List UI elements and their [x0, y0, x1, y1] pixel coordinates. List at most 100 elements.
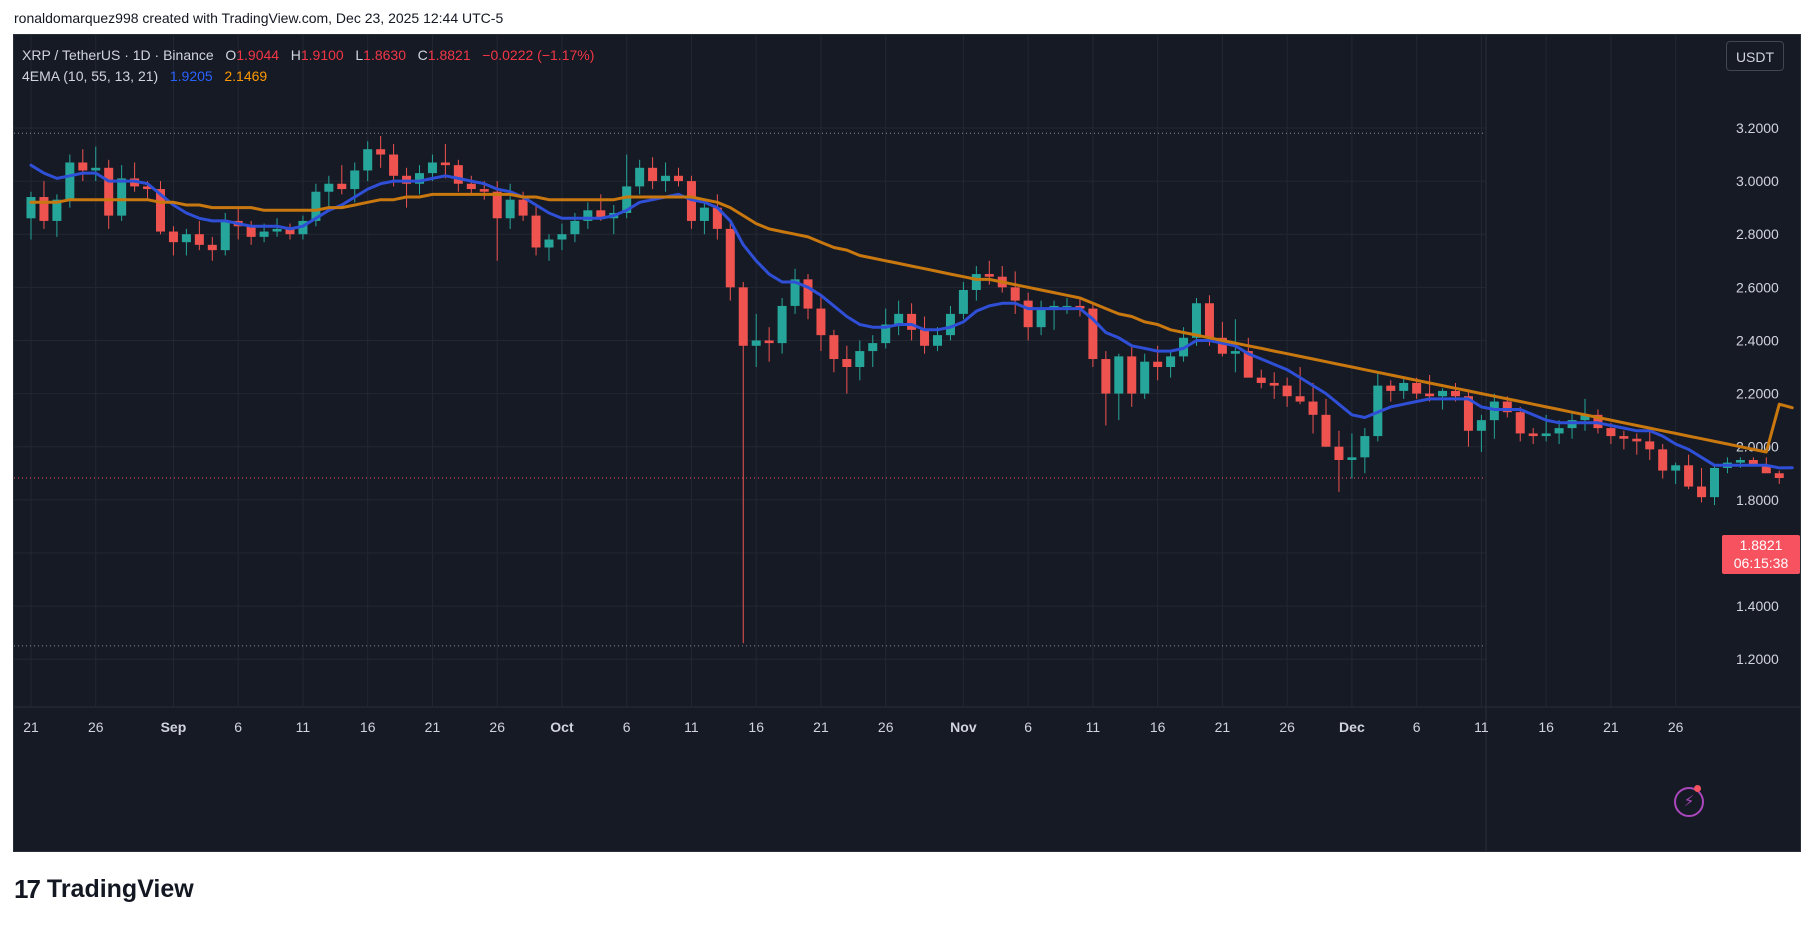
notification-dot-icon	[1694, 785, 1701, 792]
ema-fast-line	[29, 163, 1794, 470]
time-axis-label: 11	[1086, 719, 1101, 735]
legend-high-label: H	[290, 47, 301, 63]
candle-body	[725, 228, 735, 288]
candle-body	[376, 149, 386, 155]
candle-body	[764, 340, 774, 344]
time-axis-label: 11	[1474, 719, 1489, 735]
candle-body	[1321, 414, 1331, 447]
time-axis-label: 6	[1024, 719, 1032, 735]
candle-body	[1269, 382, 1279, 386]
candle-body	[622, 186, 632, 213]
time-axis-label: 16	[360, 719, 376, 735]
legend-high-value: 1.9100	[300, 47, 344, 63]
candle-body	[531, 215, 541, 248]
candle-body	[220, 220, 230, 251]
candle-body	[816, 308, 826, 336]
candle-body	[440, 162, 450, 166]
candle-body	[52, 199, 62, 221]
candle-body	[39, 197, 49, 221]
candle-body	[1735, 459, 1745, 463]
candle-body	[78, 162, 88, 171]
candle-body	[1192, 303, 1201, 338]
candle-body	[881, 324, 891, 344]
candle-body	[1606, 428, 1616, 437]
time-axis-label: 16	[748, 719, 764, 735]
candle-body	[363, 149, 373, 171]
candle-body	[648, 167, 658, 182]
candle-body	[1463, 396, 1473, 431]
time-axis-label: 26	[88, 719, 104, 735]
time-axis-label: 26	[878, 719, 894, 735]
brand-name: TradingView	[46, 874, 194, 903]
candle-body	[272, 228, 282, 232]
candle-body	[1204, 303, 1214, 338]
price-axis-label: 3.0000	[1736, 173, 1779, 189]
legend-indicator-name[interactable]: 4EMA (10, 55, 13, 21)	[22, 68, 159, 84]
time-axis-label: Sep	[161, 719, 187, 735]
legend-ema-fast-value: 1.9205	[169, 68, 213, 84]
candle-body	[907, 313, 917, 330]
candle-body	[285, 228, 295, 235]
candle-body	[1295, 396, 1305, 402]
candle-body	[544, 239, 554, 248]
candle-body	[1684, 465, 1694, 487]
candle-body	[1062, 305, 1072, 307]
candle-body	[971, 274, 981, 290]
legend-close-value: 1.8821	[427, 47, 471, 63]
legend-open-value: 1.9044	[236, 47, 280, 63]
candle-body	[1761, 465, 1771, 474]
legend-ema-slow-value: 2.1469	[224, 68, 268, 84]
price-axis-label: 1.4000	[1736, 598, 1779, 614]
time-axis-label: 11	[296, 719, 311, 735]
time-axis-label: 21	[813, 719, 829, 735]
candle-body	[1166, 356, 1176, 368]
legend-change-value: −0.0222 (−1.17%)	[482, 47, 595, 63]
candle-body	[1554, 428, 1564, 434]
candle-body	[829, 335, 839, 360]
candle-body	[311, 191, 321, 221]
price-axis-label: 2.2000	[1736, 386, 1779, 402]
candle-body	[920, 329, 930, 346]
time-axis-label: 21	[23, 719, 39, 735]
price-axis-label: 2.8000	[1736, 226, 1779, 242]
candle-body	[1697, 486, 1707, 498]
candle-body	[427, 162, 437, 174]
candle-body	[1256, 377, 1266, 383]
currency-button[interactable]: USDT	[1726, 41, 1784, 71]
candle-body	[453, 165, 463, 184]
chart-legend: XRP / TetherUS · 1D · Binance O1.9044 H1…	[22, 45, 594, 87]
time-axis-label: 6	[1413, 719, 1421, 735]
candle-body	[259, 231, 269, 237]
candle-body	[143, 186, 153, 190]
candle-body	[1774, 473, 1784, 479]
candle-body	[466, 183, 476, 190]
brand-footer[interactable]: 17 TradingView	[14, 872, 194, 906]
candle-body	[1127, 356, 1137, 394]
candle-body	[492, 191, 502, 219]
price-axis-label: 2.6000	[1736, 279, 1779, 295]
candle-body	[1541, 433, 1551, 437]
candle-body	[1088, 308, 1098, 360]
time-axis-label: 16	[1150, 719, 1166, 735]
lightning-icon[interactable]: ⚡	[1674, 787, 1704, 817]
candle-body	[842, 359, 852, 368]
ema-slow-line	[29, 192, 1794, 454]
candle-body	[1619, 436, 1629, 439]
legend-indicator-row: 4EMA (10, 55, 13, 21) 1.9205 2.1469	[22, 66, 594, 87]
candle-body	[1101, 359, 1111, 394]
legend-symbol[interactable]: XRP / TetherUS · 1D · Binance	[22, 47, 214, 63]
chart-panel[interactable]: 1.20001.40001.60001.80002.00002.20002.40…	[13, 34, 1801, 852]
legend-ohlc-row: XRP / TetherUS · 1D · Binance O1.9044 H1…	[22, 45, 594, 66]
candlestick-chart[interactable]: 1.20001.40001.60001.80002.00002.20002.40…	[14, 35, 1801, 852]
candle-body	[246, 226, 256, 237]
time-axis-label: Dec	[1339, 719, 1365, 735]
bar-countdown: 06:15:38	[1733, 555, 1789, 571]
candle-body	[207, 244, 217, 251]
candle-body	[505, 199, 515, 219]
time-axis-label: Nov	[950, 719, 977, 735]
candle-body	[1710, 467, 1719, 498]
price-axis-label: 1.8000	[1736, 492, 1779, 508]
candle-body	[1036, 308, 1046, 328]
candle-body	[1399, 382, 1409, 391]
candle-body	[1645, 441, 1655, 450]
